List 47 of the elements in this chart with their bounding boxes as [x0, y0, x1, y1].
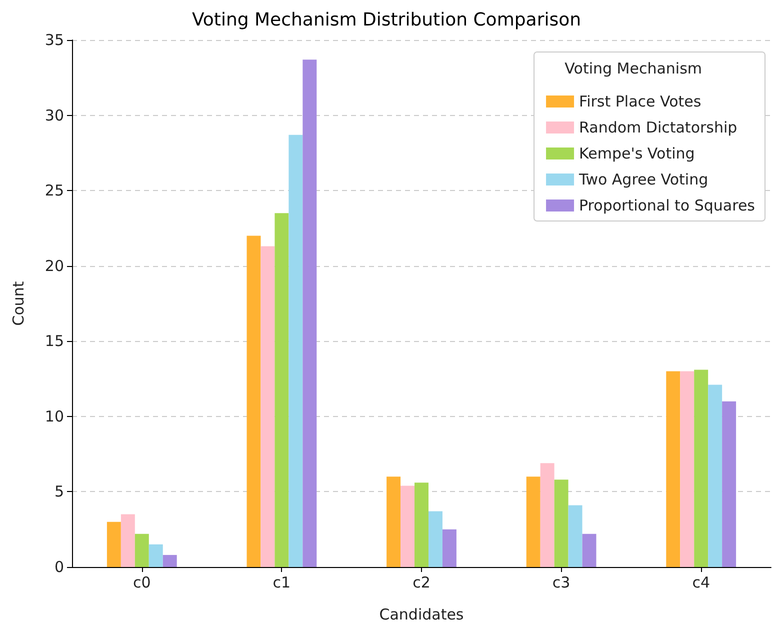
y-tick-label: 35 — [44, 31, 64, 49]
bar — [694, 370, 708, 567]
bar — [708, 384, 722, 567]
y-tick-label: 10 — [44, 407, 64, 426]
bar — [540, 463, 554, 567]
x-tick-label: c2 — [412, 574, 430, 592]
bar — [260, 246, 275, 567]
bar — [428, 511, 442, 567]
bar — [442, 529, 456, 567]
y-tick-label: 25 — [44, 182, 64, 200]
bar — [288, 134, 303, 567]
legend-label: Random Dictatorship — [579, 118, 738, 136]
bar — [526, 476, 540, 567]
legend-title: Voting Mechanism — [564, 60, 702, 78]
y-axis-title: Count — [10, 281, 28, 326]
bar — [414, 482, 428, 567]
y-tick-label: 20 — [44, 256, 64, 275]
y-tick-label: 15 — [44, 332, 64, 350]
x-tick-label: c3 — [552, 574, 570, 592]
y-tick-label: 30 — [44, 106, 64, 124]
x-tick-label: c4 — [692, 574, 710, 592]
bar — [246, 236, 261, 567]
x-axis-title: Candidates — [379, 606, 464, 624]
legend-label: First Place Votes — [579, 92, 702, 110]
legend-label: Kempe's Voting — [579, 144, 695, 162]
legend-label: Two Agree Voting — [578, 170, 708, 188]
bar — [554, 480, 568, 567]
bar — [120, 514, 135, 567]
bar — [302, 60, 317, 567]
chart-title: Voting Mechanism Distribution Comparison — [192, 10, 582, 30]
legend-label: Proportional to Squares — [579, 196, 756, 214]
bar — [666, 371, 680, 567]
x-tick-label: c1 — [272, 574, 291, 592]
bar — [148, 544, 163, 567]
bar — [722, 401, 736, 567]
bar — [106, 522, 121, 567]
bar — [134, 534, 149, 567]
bar — [162, 554, 177, 567]
y-tick-label: 0 — [54, 558, 64, 576]
y-tick-label: 5 — [54, 482, 64, 501]
bar — [680, 371, 694, 567]
x-tick-label: c0 — [133, 574, 151, 592]
bar — [386, 476, 401, 567]
bar — [568, 505, 582, 567]
bar — [400, 486, 415, 567]
bar — [274, 213, 289, 567]
bar — [582, 534, 596, 567]
